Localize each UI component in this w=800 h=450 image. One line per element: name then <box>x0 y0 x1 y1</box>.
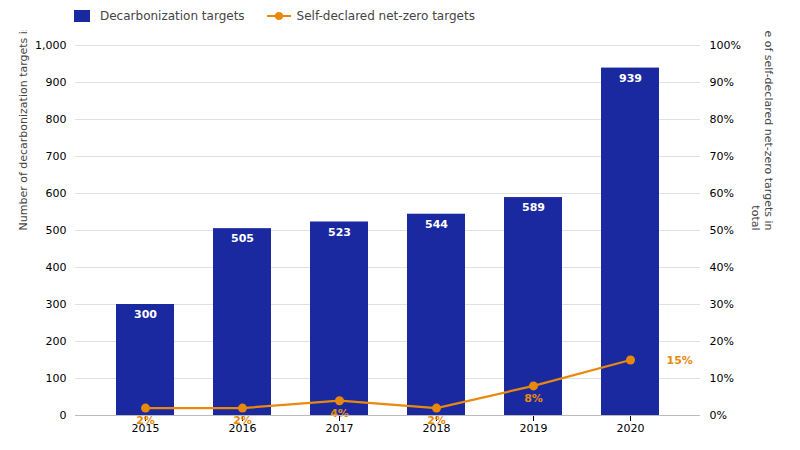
svg-text:2018: 2018 <box>422 422 451 436</box>
svg-text:700: 700 <box>46 150 67 163</box>
svg-text:589: 589 <box>522 201 545 214</box>
svg-text:2020: 2020 <box>617 422 645 435</box>
svg-text:523: 523 <box>328 226 351 239</box>
html-text:Self-declared net-zero targets: Self-declared net-zero targets <box>296 9 475 23</box>
svg-text:8%: 8% <box>524 392 543 405</box>
svg-text:505: 505 <box>231 232 254 245</box>
svg-text:2016: 2016 <box>228 422 257 436</box>
svg-text:15%: 15% <box>667 354 693 367</box>
svg-text:400: 400 <box>46 261 67 274</box>
svg-text:70%: 70% <box>710 150 734 163</box>
svg-text:100: 100 <box>46 372 67 385</box>
html-text:Decarbonization targets: Decarbonization targets <box>100 9 245 23</box>
svg-text:544: 544 <box>425 218 448 231</box>
svg-text:1,000: 1,000 <box>35 39 67 52</box>
svg-text:2017: 2017 <box>326 422 354 435</box>
svg-text:80%: 80% <box>710 113 734 126</box>
svg-text:0%: 0% <box>710 409 727 422</box>
svg-text:2015: 2015 <box>131 422 160 436</box>
svg-text:2019: 2019 <box>520 422 548 435</box>
svg-text:20%: 20% <box>710 335 734 348</box>
svg-text:Percentage of self-declared ne: Percentage of self-declared net-zero tar… <box>749 30 775 231</box>
svg-text:90%: 90% <box>710 76 734 89</box>
svg-text:800: 800 <box>46 113 67 126</box>
svg-text:300: 300 <box>134 308 157 321</box>
svg-text:60%: 60% <box>710 187 734 200</box>
svg-text:500: 500 <box>46 224 67 237</box>
svg-text:2%: 2% <box>136 413 155 427</box>
svg-text:50%: 50% <box>710 224 734 237</box>
svg-text:40%: 40% <box>710 261 734 274</box>
svg-text:900: 900 <box>46 76 67 89</box>
svg-text:200: 200 <box>46 335 67 348</box>
svg-text:4%: 4% <box>330 407 349 420</box>
svg-text:Number of decarbonization targ: Number of decarbonization targets issued <box>17 30 30 231</box>
svg-text:0: 0 <box>60 409 67 422</box>
svg-text:600: 600 <box>46 187 67 200</box>
svg-text:2%: 2% <box>427 413 446 427</box>
svg-text:2%: 2% <box>233 413 252 427</box>
svg-text:939: 939 <box>619 72 642 85</box>
svg-text:30%: 30% <box>710 298 734 311</box>
svg-text:10%: 10% <box>710 372 734 385</box>
svg-text:300: 300 <box>46 298 67 311</box>
svg-text:100%: 100% <box>710 39 741 52</box>
